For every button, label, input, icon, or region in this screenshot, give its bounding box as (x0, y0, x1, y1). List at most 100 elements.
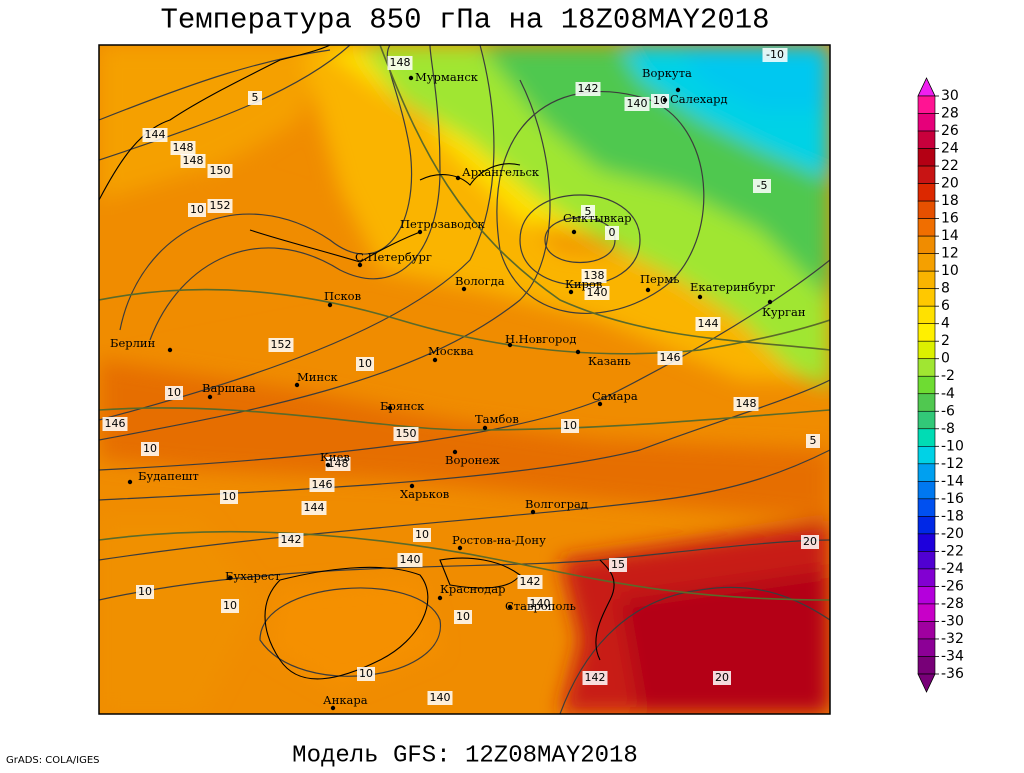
contour-label-bg (527, 597, 553, 611)
colorbar-cap-bottom (917, 673, 936, 693)
subtitle: Модель GFS: 12Z08MAY2018 (292, 742, 638, 768)
colorbar-cell (917, 340, 936, 360)
contour-label-bg (454, 610, 472, 624)
colorbar-label: 4 (941, 316, 950, 332)
contour-label-bg (207, 199, 233, 213)
city-dot (457, 545, 463, 551)
city-dot (568, 289, 574, 295)
contour-label: 152 (271, 338, 292, 351)
city-dot (409, 483, 415, 489)
city-dot (482, 425, 488, 431)
contour-label: 146 (105, 417, 126, 430)
contour-label: 10 (223, 599, 237, 612)
contour-label: 146 (660, 351, 681, 364)
colorbar-label: 24 (941, 141, 959, 157)
colorbar-cap-top (917, 77, 936, 97)
city-label: Берлин (110, 336, 156, 350)
cities: Мурманск Воркута Салехард Архангельск Петроз… (110, 66, 806, 711)
colorbar-label: -18 (941, 508, 964, 524)
city-dot (571, 229, 577, 235)
contour-label-bg (801, 535, 819, 549)
contour-label: 20 (715, 671, 729, 684)
contour-label-bg (180, 154, 206, 168)
city-dot (330, 705, 336, 711)
city-dot (597, 401, 603, 407)
city-dot (452, 449, 458, 455)
contour-label-bg (581, 205, 595, 219)
city-label: Псков (324, 289, 361, 303)
city-label: Ростов-на-Дону (452, 533, 546, 547)
colorbar-label: -32 (941, 631, 964, 647)
colorbar-cell (917, 375, 936, 395)
colorbar-cell (917, 481, 936, 500)
city-dot (437, 595, 443, 601)
contour-label: 148 (183, 154, 204, 167)
contour-label-bg (762, 48, 788, 62)
colorbar-label: 20 (941, 176, 959, 192)
contour-label: 148 (736, 397, 757, 410)
contour-label: 5 (585, 205, 592, 218)
colorbar-label: 0 (941, 351, 950, 367)
contour-label: 140 (627, 97, 648, 110)
contour-label: 142 (585, 671, 606, 684)
colorbar-cell (917, 358, 936, 377)
colorbar-label: 30 (941, 88, 959, 104)
city-dot (767, 299, 773, 305)
contour-label: -10 (766, 48, 784, 61)
contour-label-bg (170, 141, 196, 155)
colorbar-label: 10 (941, 263, 959, 279)
city-dot (408, 75, 414, 81)
city-dot (167, 347, 173, 353)
contour-label-bg (357, 667, 375, 681)
contour-label: 150 (210, 164, 231, 177)
city-dot (507, 342, 513, 348)
colorbar-cell (917, 393, 936, 412)
colorbar-label: -12 (941, 456, 964, 472)
colorbar-cell (917, 183, 936, 202)
contour-label: 140 (530, 597, 551, 610)
colorbar-cell (917, 253, 936, 272)
city-label: Киев (320, 450, 350, 464)
contour-label: 10 (415, 528, 429, 541)
contour-label-bg (651, 94, 669, 108)
isobars (99, 45, 830, 714)
city-label: Казань (588, 354, 631, 368)
contour-label: 10 (358, 357, 372, 370)
colorbar-label: 18 (941, 193, 959, 209)
city-label: Волгоград (525, 497, 588, 511)
city-label: Ставрополь (505, 599, 576, 613)
contour-label-bg (806, 434, 820, 448)
colorbar-cell (917, 218, 936, 237)
contour-label-bg (713, 671, 731, 685)
contour-label-bg (102, 417, 128, 431)
colorbar-cell (917, 288, 936, 307)
city-dot (432, 357, 438, 363)
city-dot (327, 302, 333, 308)
colorbar-label: 28 (941, 106, 959, 122)
contour-label: 142 (281, 533, 302, 546)
colorbar-cell (917, 113, 936, 132)
city-label: Мурманск (415, 70, 479, 84)
contour-label: 10 (359, 667, 373, 680)
contour-label-bg (141, 442, 159, 456)
contour-label-bg (278, 533, 304, 547)
colorbar-cell (917, 410, 936, 430)
contour-label: 140 (587, 286, 608, 299)
contour-label-bg (220, 490, 238, 504)
colorbar-cell (917, 516, 936, 535)
city-label: Киров (565, 277, 602, 291)
city-dot (455, 175, 461, 181)
contour-label: 10 (222, 490, 236, 503)
colorbar-label: -2 (941, 368, 955, 384)
contour-label: 10 (167, 386, 181, 399)
contour-label-bg (581, 269, 607, 283)
contour-label: 10 (653, 94, 667, 107)
contour-label: 5 (810, 434, 817, 447)
contour-label: 10 (138, 585, 152, 598)
colorbar-cell (917, 533, 936, 552)
colorbar-cell (917, 551, 936, 570)
city-label: Воронеж (445, 453, 500, 467)
contour-label-bg (561, 419, 579, 433)
contour-label-bg (136, 585, 154, 599)
